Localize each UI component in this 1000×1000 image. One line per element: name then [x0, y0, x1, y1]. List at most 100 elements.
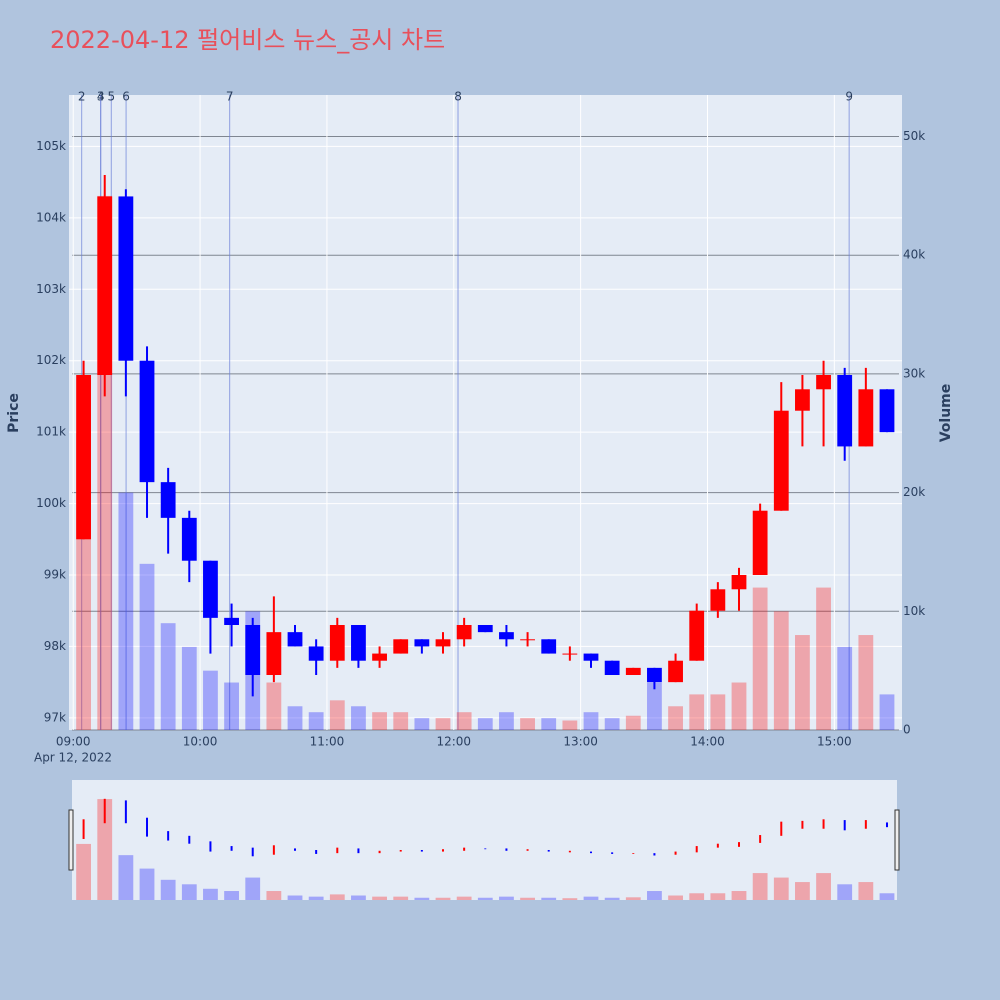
event-label: 8 [454, 90, 462, 104]
candle-body [224, 617, 239, 625]
candle-body [435, 639, 451, 647]
event-label: 5 [107, 90, 115, 104]
slider-handle[interactable] [68, 809, 74, 871]
y2-tick-label: 10k [903, 604, 925, 618]
volume-bar [477, 718, 493, 730]
slider-volume-bar [245, 877, 261, 900]
volume-bar [118, 492, 134, 730]
volume-bar [520, 718, 535, 730]
candle-body [266, 632, 282, 675]
volume-bar [266, 682, 282, 730]
candle-body [308, 646, 324, 661]
candle-body [710, 589, 726, 611]
slider-volume-bar [308, 896, 324, 900]
volume-bar [668, 706, 683, 730]
volume-bar [160, 623, 176, 730]
y2-axis-title: Volume [938, 384, 954, 443]
volume-bar [879, 694, 895, 730]
volume-bar [435, 718, 451, 730]
candle-body [245, 625, 261, 675]
volume-bar [203, 670, 218, 730]
volume-bar [224, 682, 239, 730]
slider-volume-bar [181, 884, 197, 900]
slider-volume-bar [668, 895, 683, 900]
slider-volume-bar [773, 877, 789, 900]
y2-tick-label: 20k [903, 485, 925, 499]
y-tick-label: 100k [36, 496, 66, 510]
y-tick-label: 99k [44, 568, 66, 582]
volume-bar [499, 712, 514, 730]
volume-bar [139, 563, 155, 730]
volume-bar [456, 712, 472, 730]
candle-body [414, 639, 430, 647]
candle-body [520, 639, 535, 641]
candle-body [393, 639, 409, 654]
slider-volume-bar [541, 897, 557, 900]
candle-body [668, 660, 683, 683]
candle-body [879, 389, 895, 433]
candle-body [858, 389, 874, 447]
candle-body [816, 375, 831, 390]
y-tick-label: 101k [36, 425, 66, 439]
slider-volume-bar [97, 799, 113, 900]
volume-bar [752, 587, 768, 730]
slider-handle[interactable] [894, 809, 900, 871]
candle-body [477, 625, 493, 633]
volume-bar [308, 712, 324, 730]
candle-body [118, 196, 134, 361]
x-tick-label: 13:00 [563, 735, 598, 749]
event-label: 6 [122, 90, 130, 104]
range-slider[interactable] [72, 780, 897, 900]
slider-volume-bar [795, 882, 810, 900]
slider-volume-bar [76, 843, 91, 900]
volume-bar [351, 706, 366, 730]
volume-bar [858, 635, 874, 730]
candle-body [647, 667, 662, 683]
volume-bar [795, 635, 810, 730]
y2-tick-label: 30k [903, 366, 925, 380]
chart-title: 2022-04-12 펄어비스 뉴스_공시 차트 [50, 26, 445, 54]
slider-volume-bar [118, 855, 134, 900]
candle-body [604, 660, 620, 675]
y2-tick-label: 50k [903, 129, 925, 143]
slider-volume-bar [224, 891, 239, 900]
slider-volume-bar [647, 891, 662, 900]
slider-volume-bar [160, 879, 176, 900]
x-tick-label: 11:00 [310, 735, 345, 749]
slider-volume-bar [879, 893, 895, 900]
y-tick-label: 104k [36, 210, 66, 224]
candle-body [499, 632, 514, 640]
x-tick-label: 10:00 [183, 735, 218, 749]
volume-bar [837, 646, 853, 730]
slider-volume-bar [372, 896, 387, 900]
x-tick-label: 09:00 [56, 735, 91, 749]
volume-bar [773, 611, 789, 730]
candle-body [625, 667, 641, 675]
y-axis-title: Price [6, 393, 22, 433]
volume-bar [625, 715, 641, 730]
y-tick-label: 103k [36, 282, 66, 296]
event-label: 2 [78, 90, 86, 104]
slider-volume-bar [139, 868, 155, 900]
volume-bar [710, 694, 726, 730]
volume-bar [393, 712, 409, 730]
plot-area [69, 95, 902, 730]
slider-volume-bar [583, 896, 599, 900]
slider-volume-bar [456, 896, 472, 900]
candle-body [562, 653, 578, 655]
slider-volume-bar [266, 891, 282, 900]
slider-volume-bar [499, 896, 514, 900]
candle-body [583, 653, 599, 661]
x-tick-label: 14:00 [690, 735, 725, 749]
slider-volume-bar [731, 891, 747, 900]
candle-body [689, 610, 705, 661]
slider-volume-bar [203, 888, 218, 900]
candle-body [837, 375, 853, 447]
slider-volume-bar [689, 893, 705, 900]
candle-body [160, 482, 176, 518]
candle-body [372, 653, 387, 661]
volume-bar [372, 712, 387, 730]
candle-body [97, 196, 113, 375]
